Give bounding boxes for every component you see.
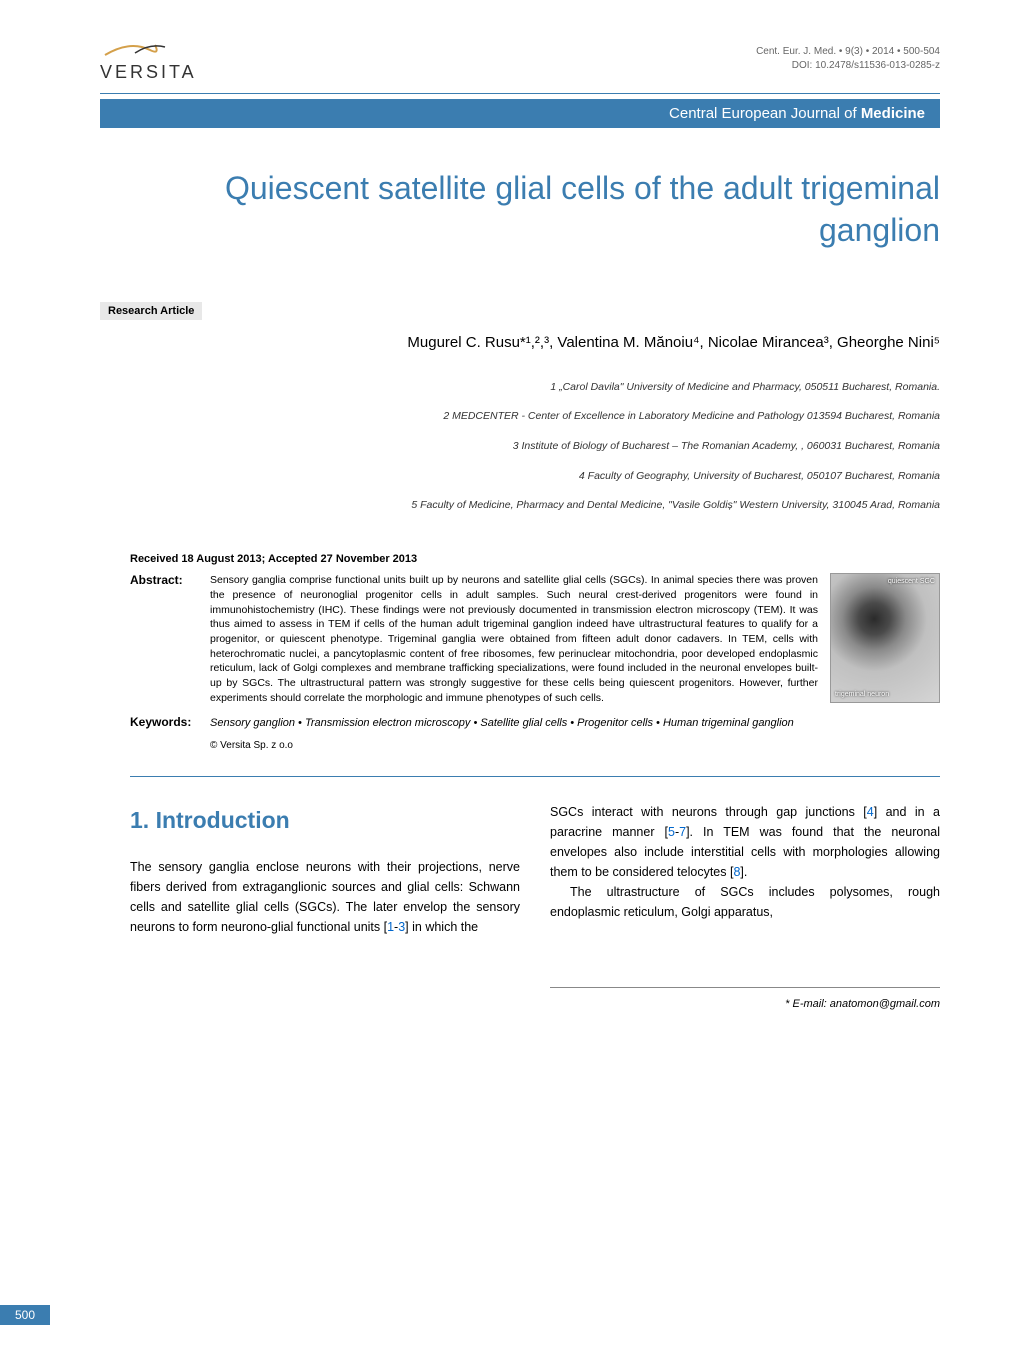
article-type: Research Article — [100, 302, 202, 320]
keywords-text: Sensory ganglion • Transmission electron… — [210, 715, 794, 732]
publisher-logo: VERSITA — [100, 35, 197, 83]
body-divider — [130, 776, 940, 777]
citation-line2: DOI: 10.2478/s11536-013-0285-z — [756, 59, 940, 73]
citation-block: Cent. Eur. J. Med. • 9(3) • 2014 • 500-5… — [756, 45, 940, 73]
intro-heading: 1. Introduction — [130, 802, 520, 839]
citation-line1: Cent. Eur. J. Med. • 9(3) • 2014 • 500-5… — [756, 45, 940, 59]
keywords-label: Keywords: — [130, 715, 210, 732]
abstract-figure: quiescent SGC trigeminal neuron — [830, 573, 940, 703]
affiliation-5: 5 Faculty of Medicine, Pharmacy and Dent… — [100, 498, 940, 513]
ref-link-1[interactable]: 1 — [387, 920, 394, 934]
affiliation-4: 4 Faculty of Geography, University of Bu… — [100, 469, 940, 484]
versita-swoosh-icon — [100, 35, 190, 60]
article-title: Quiescent satellite glial cells of the a… — [100, 168, 940, 251]
intro-para-1: The sensory ganglia enclose neurons with… — [130, 857, 520, 937]
header-row: VERSITA Cent. Eur. J. Med. • 9(3) • 2014… — [100, 30, 940, 83]
header-divider — [100, 93, 940, 94]
publisher-name: VERSITA — [100, 62, 197, 83]
copyright: © Versita Sp. z o.o — [210, 740, 940, 751]
abstract-block: Abstract: Sensory ganglia comprise funct… — [130, 573, 940, 705]
column-left: 1. Introduction The sensory ganglia encl… — [130, 802, 520, 937]
intro-para-3: The ultrastructure of SGCs includes poly… — [550, 882, 940, 922]
abstract-text: Sensory ganglia comprise functional unit… — [210, 573, 818, 705]
authors: Mugurel C. Rusu*¹,²,³, Valentina M. Măno… — [100, 332, 940, 355]
affiliation-1: 1 „Carol Davila" University of Medicine … — [100, 380, 940, 395]
affiliations-block: 1 „Carol Davila" University of Medicine … — [100, 380, 940, 513]
figure-label-top: quiescent SGC — [888, 578, 935, 585]
ref-link-5[interactable]: 5 — [668, 825, 675, 839]
affiliation-3: 3 Institute of Biology of Bucharest – Th… — [100, 439, 940, 454]
keywords-block: Keywords: Sensory ganglion • Transmissio… — [130, 715, 940, 732]
intro-para-2: SGCs interact with neurons through gap j… — [550, 802, 940, 882]
body-columns: 1. Introduction The sensory ganglia encl… — [130, 802, 940, 937]
received-dates: Received 18 August 2013; Accepted 27 Nov… — [130, 553, 940, 565]
journal-bold: Medicine — [861, 105, 925, 122]
abstract-label: Abstract: — [130, 573, 210, 587]
page-number: 500 — [0, 1305, 50, 1325]
ref-link-4[interactable]: 4 — [867, 805, 874, 819]
affiliation-2: 2 MEDCENTER - Center of Excellence in La… — [100, 409, 940, 424]
journal-prefix: Central European Journal of — [669, 105, 861, 122]
column-right: SGCs interact with neurons through gap j… — [550, 802, 940, 937]
footer-divider — [550, 987, 940, 988]
journal-banner: Central European Journal of Medicine — [100, 99, 940, 128]
figure-label-bottom: trigeminal neuron — [835, 691, 889, 698]
corresponding-author: * E-mail: anatomon@gmail.com — [100, 998, 940, 1010]
